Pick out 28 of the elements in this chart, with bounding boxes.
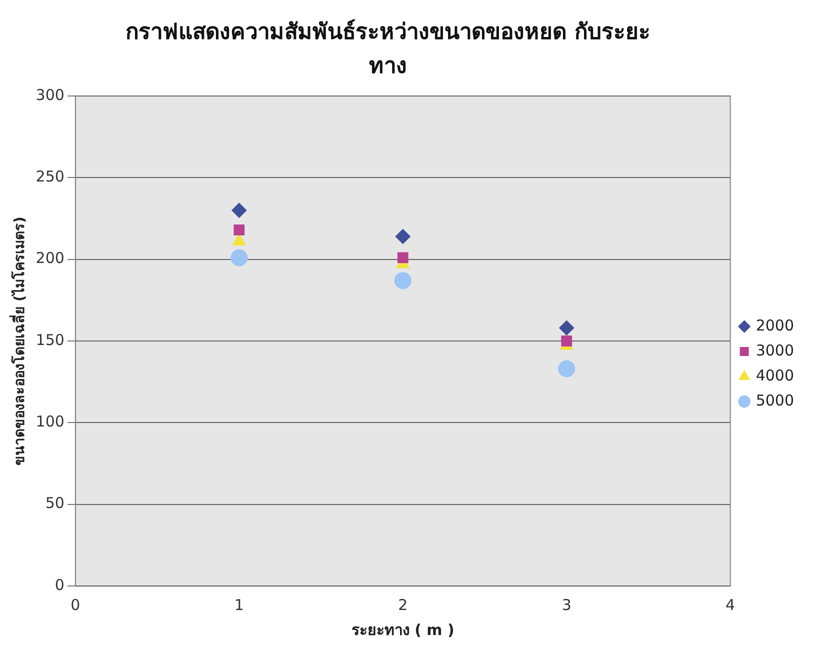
y-axis-title: ขนาดของละอองโดยเฉลี่ย (ไมโครเมตร) bbox=[9, 216, 28, 466]
y-tick-label: 0 bbox=[54, 576, 64, 594]
point bbox=[558, 360, 576, 378]
point bbox=[395, 228, 410, 244]
x-axis-title: ระยะทาง ( m ) bbox=[351, 620, 454, 639]
y-tick-label: 100 bbox=[36, 412, 64, 431]
x-tick-label: 3 bbox=[562, 596, 572, 614]
x-tick-label: 2 bbox=[398, 596, 408, 614]
chart-title: กราฟแสดงความสัมพันธ์ระหว่างขนาดของหยด กับระยะทาง bbox=[124, 18, 652, 81]
y-tick-label: 300 bbox=[36, 86, 64, 104]
point bbox=[230, 249, 248, 266]
y-tick-label: 250 bbox=[36, 168, 64, 186]
point bbox=[397, 252, 408, 264]
y-tick-label: 150 bbox=[36, 330, 64, 349]
x-tick-label: 0 bbox=[70, 596, 80, 614]
legend-label: 4000 bbox=[756, 366, 794, 384]
x-tick-label: 4 bbox=[726, 596, 736, 614]
y-tick-label: 200 bbox=[36, 249, 64, 268]
point bbox=[234, 224, 245, 236]
legend-label: 2000 bbox=[756, 316, 794, 334]
point bbox=[232, 202, 247, 218]
legend-label: 5000 bbox=[756, 391, 794, 410]
y-tick-label: 50 bbox=[45, 494, 64, 512]
point bbox=[394, 272, 412, 290]
x-tick-label: 1 bbox=[234, 596, 244, 614]
point bbox=[561, 336, 572, 346]
legend-label: 3000 bbox=[756, 341, 794, 360]
point bbox=[559, 320, 574, 336]
